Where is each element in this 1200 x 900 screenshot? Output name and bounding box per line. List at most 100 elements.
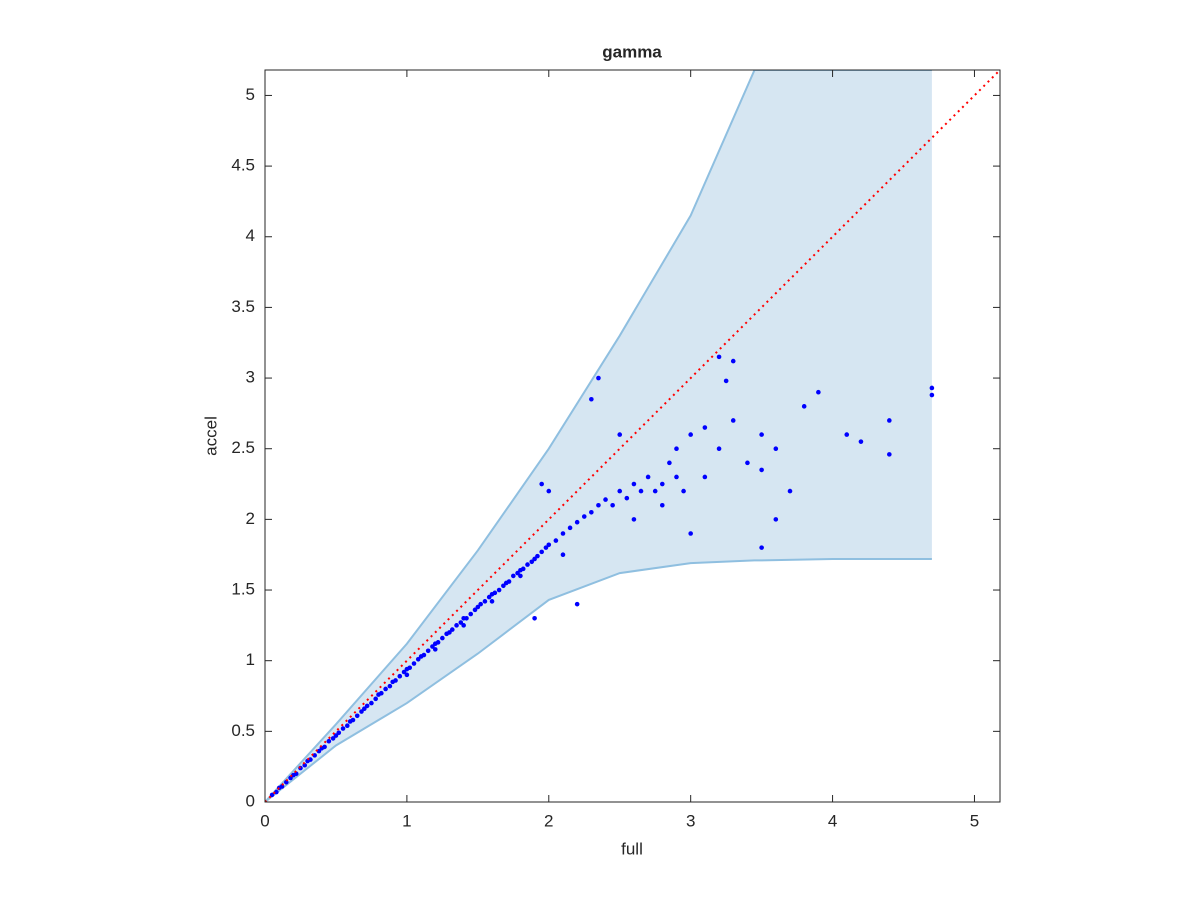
data-point <box>393 678 398 683</box>
data-point <box>759 432 764 437</box>
data-point <box>681 488 686 494</box>
y-tick-label: 4 <box>246 226 255 245</box>
data-point <box>421 652 427 658</box>
data-point <box>435 640 441 645</box>
data-point <box>659 502 665 508</box>
data-point <box>631 481 637 487</box>
data-point <box>702 474 708 480</box>
data-point <box>688 432 693 437</box>
data-point <box>759 467 764 473</box>
data-point <box>617 432 623 437</box>
x-axis-label: full <box>621 839 643 858</box>
data-point <box>816 389 821 395</box>
data-point <box>387 683 393 689</box>
data-point <box>326 738 332 744</box>
data-point <box>716 354 722 360</box>
data-point <box>475 604 481 610</box>
data-point <box>532 556 537 562</box>
data-point <box>274 789 279 795</box>
data-point <box>844 432 850 437</box>
y-tick-label: 3 <box>246 368 255 387</box>
data-point <box>730 418 736 423</box>
data-point <box>322 744 327 750</box>
y-tick-label: 3.5 <box>231 297 255 316</box>
data-point <box>532 615 537 621</box>
data-point <box>461 623 466 628</box>
x-tick-label: 3 <box>686 811 695 830</box>
data-point <box>539 549 544 555</box>
data-point <box>525 562 530 567</box>
y-tick-label: 0 <box>246 791 255 810</box>
data-point <box>801 404 807 409</box>
data-point <box>539 481 544 487</box>
data-point <box>574 519 580 525</box>
data-point <box>560 531 566 536</box>
data-point <box>369 700 374 706</box>
data-point <box>404 672 410 678</box>
data-point <box>723 378 729 384</box>
data-point <box>269 792 275 798</box>
data-point <box>359 709 364 714</box>
data-point <box>716 446 722 452</box>
data-point <box>350 717 356 723</box>
data-point <box>458 620 464 625</box>
data-point <box>407 665 413 671</box>
data-point <box>464 615 469 621</box>
data-point <box>589 510 594 515</box>
data-point <box>340 726 346 731</box>
data-point <box>688 531 693 536</box>
data-point <box>492 590 498 596</box>
y-tick-label: 1 <box>246 650 255 669</box>
data-point <box>610 502 615 508</box>
reference-line <box>265 70 1000 802</box>
data-point <box>773 517 779 522</box>
data-point <box>659 481 665 487</box>
data-point <box>506 579 512 584</box>
band-upper-edge <box>265 70 932 802</box>
data-point <box>546 488 552 494</box>
data-point <box>603 497 608 502</box>
data-point <box>397 673 403 679</box>
data-point <box>929 385 935 391</box>
data-point <box>362 706 367 712</box>
data-point <box>447 630 452 635</box>
data-point <box>553 538 559 543</box>
data-point <box>298 765 303 771</box>
data-point <box>401 669 407 675</box>
data-point <box>567 525 573 531</box>
confidence-band <box>265 70 932 802</box>
data-point <box>674 474 679 480</box>
data-point <box>518 573 523 579</box>
data-point <box>645 474 651 480</box>
data-point <box>383 686 388 692</box>
data-point <box>535 553 540 559</box>
plot-area <box>265 70 1000 802</box>
y-tick-label: 1.5 <box>231 580 255 599</box>
data-point <box>574 601 580 607</box>
data-point <box>432 647 438 652</box>
data-point <box>430 644 435 649</box>
data-point <box>929 392 935 398</box>
data-point <box>468 611 474 617</box>
data-point <box>333 733 339 738</box>
y-axis-label: accel <box>201 416 220 456</box>
data-point <box>638 488 644 494</box>
data-point <box>482 599 488 604</box>
y-tick-label: 0.5 <box>231 721 255 740</box>
data-point <box>667 460 672 466</box>
x-tick-label: 4 <box>828 811 837 830</box>
data-point <box>308 757 313 762</box>
data-point <box>543 545 549 550</box>
data-point <box>496 587 502 593</box>
data-point <box>454 623 459 628</box>
data-point <box>379 690 384 696</box>
data-point <box>415 656 421 662</box>
x-tick-label: 5 <box>970 811 979 830</box>
y-tick-label: 2 <box>246 509 255 528</box>
data-point <box>674 446 679 452</box>
data-point <box>589 396 594 402</box>
data-point <box>652 488 658 494</box>
data-point <box>631 517 637 522</box>
data-point <box>887 418 892 423</box>
